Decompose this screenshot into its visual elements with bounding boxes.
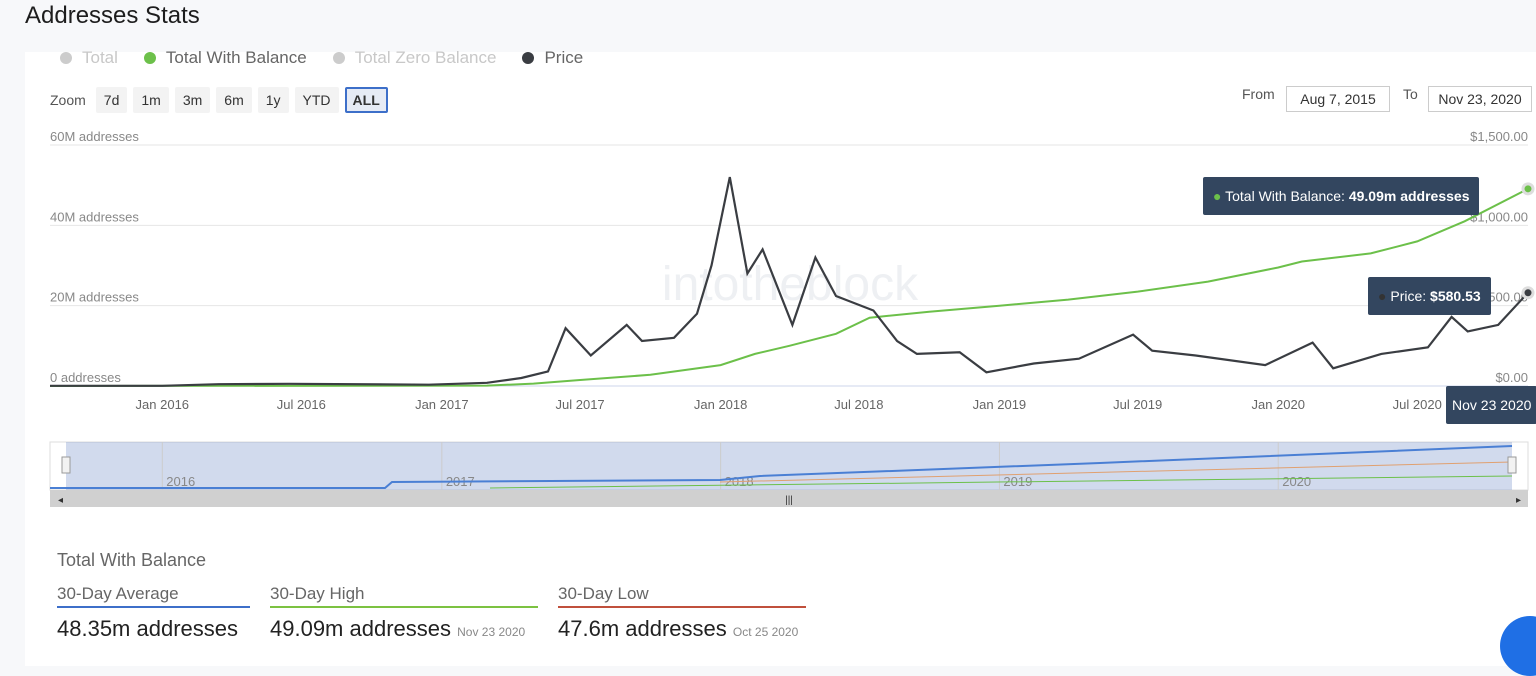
navigator-series-line <box>50 445 1513 489</box>
zoom-label: Zoom <box>50 92 86 108</box>
y-right-tick-label: $500.00 <box>1481 290 1528 305</box>
zoom-1y-button[interactable]: 1y <box>257 87 289 113</box>
to-date-input[interactable]: Nov 23, 2020 <box>1428 86 1532 112</box>
y-right-tick-label: $1,000.00 <box>1470 209 1528 224</box>
legend-dot-icon <box>143 52 156 64</box>
tooltip-date: Nov 23 2020 <box>1446 386 1536 424</box>
to-label: To <box>1403 86 1418 102</box>
navigator-selection <box>66 442 1512 490</box>
x-tick-label: Jan 2020 <box>1251 397 1305 412</box>
scroll-right-arrow-icon[interactable]: ▸ <box>1516 495 1521 506</box>
x-tick-label: Jul 2019 <box>1113 397 1162 412</box>
y-right-tick-label: $0.00 <box>1495 370 1528 385</box>
x-tick-label: Jan 2017 <box>415 397 469 412</box>
legend-dot-icon <box>522 52 535 64</box>
legend-item-total[interactable]: Total <box>60 48 118 68</box>
navigator-year-label: 2020 <box>1282 474 1311 489</box>
y-left-tick-label: 20M addresses <box>50 290 139 305</box>
legend-item-price[interactable]: Price <box>522 48 583 68</box>
legend-dot-icon <box>332 52 345 64</box>
zoom-3m-button[interactable]: 3m <box>174 87 211 113</box>
navigator-handle[interactable] <box>1507 456 1517 474</box>
chart-card <box>25 52 1536 666</box>
stat-30-day-average: 30-Day Average 48.35m addresses <box>57 584 250 642</box>
legend-item-total-with-balance[interactable]: Total With Balance <box>143 48 307 68</box>
zoom-controls: Zoom 7d 1m 3m 6m 1y YTD ALL <box>50 87 388 113</box>
navigator-series-line <box>489 475 1513 489</box>
x-tick-label: Jan 2016 <box>136 397 190 412</box>
series-line-total-with-balance <box>49 187 1529 387</box>
y-left-tick-label: 40M addresses <box>50 209 139 224</box>
x-tick-label: Jan 2018 <box>694 397 748 412</box>
zoom-all-button[interactable]: ALL <box>344 87 388 113</box>
series-line-price <box>50 176 1529 387</box>
y-left-tick-label: 60M addresses <box>50 129 139 144</box>
scrollbar[interactable] <box>50 490 1528 507</box>
from-label: From <box>1242 86 1275 102</box>
stat-30-day-high: 30-Day High 49.09m addresses Nov 23 2020 <box>270 584 538 642</box>
x-tick-label: Jul 2018 <box>834 397 883 412</box>
navigator-series-line <box>719 461 1513 483</box>
x-tick-label: Jul 2020 <box>1393 397 1442 412</box>
navigator <box>49 441 1529 491</box>
navigator-handle[interactable] <box>61 456 71 474</box>
zoom-1m-button[interactable]: 1m <box>133 87 169 113</box>
stat-30-day-low: 30-Day Low 47.6m addresses Oct 25 2020 <box>558 584 806 642</box>
from-date-input[interactable]: Aug 7, 2015 <box>1286 86 1390 112</box>
x-tick-label: Jul 2016 <box>277 397 326 412</box>
x-tick-label: Jul 2017 <box>556 397 605 412</box>
navigator-year-label: 2016 <box>166 474 195 489</box>
scrollbar-grip-icon: ||| <box>785 495 793 506</box>
zoom-ytd-button[interactable]: YTD <box>294 87 339 113</box>
zoom-7d-button[interactable]: 7d <box>95 87 128 113</box>
tooltip-total-with-balance: ● Total With Balance: 49.09m addresses <box>1203 177 1480 215</box>
series-end-marker <box>1521 286 1535 300</box>
x-tick-label: Jan 2019 <box>973 397 1027 412</box>
series-end-marker <box>1521 182 1535 196</box>
chart-legend: Total Total With Balance Total Zero Bala… <box>60 48 583 68</box>
zoom-6m-button[interactable]: 6m <box>216 87 252 113</box>
stats-title: Total With Balance <box>57 550 207 570</box>
tooltip-price: ● Price: $580.53 <box>1368 277 1491 315</box>
y-right-tick-label: $1,500.00 <box>1470 129 1528 144</box>
page-title: Addresses Stats <box>25 2 200 29</box>
legend-item-total-zero-balance[interactable]: Total Zero Balance <box>332 48 496 68</box>
legend-dot-icon <box>60 52 72 64</box>
y-left-tick-label: 0 addresses <box>50 370 121 385</box>
scroll-left-arrow-icon[interactable]: ◂ <box>58 495 63 506</box>
